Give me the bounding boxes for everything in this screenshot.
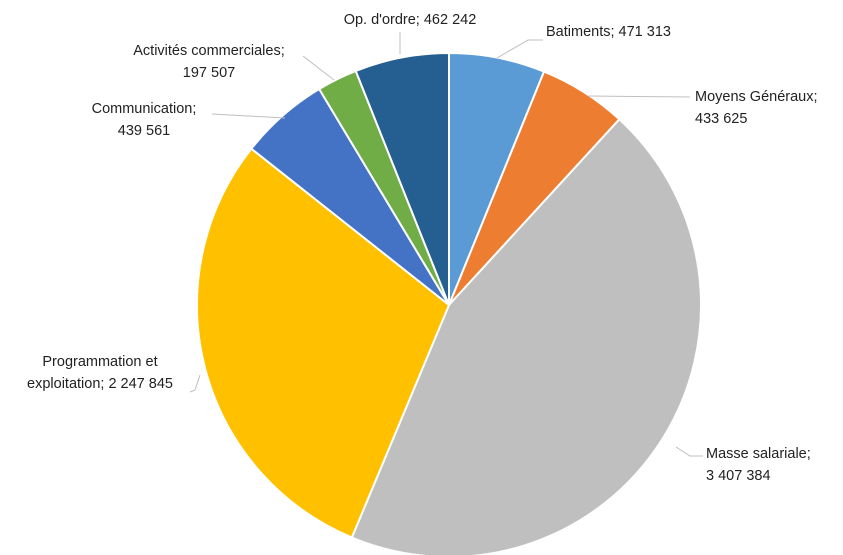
leader-line-programmation-et-exploitation <box>190 375 200 392</box>
slice-label-line: Moyens Généraux; <box>695 89 818 105</box>
slice-label-line: Masse salariale; <box>706 446 811 462</box>
leader-line-communication <box>212 114 285 118</box>
slice-label-moyens-generaux: Moyens Généraux; 433 625 <box>695 89 818 127</box>
leader-line-batiments <box>497 40 543 58</box>
slice-label-communication: Communication; 439 561 <box>92 101 197 139</box>
slice-label-line: 433 625 <box>695 111 747 127</box>
slice-label-batiments: Batiments; 471 313 <box>546 24 671 40</box>
slice-label-line: 3 407 384 <box>706 468 771 484</box>
slice-label-line: Activités commerciales; <box>133 43 284 59</box>
pie-slices <box>197 53 701 555</box>
slice-label-activites-commerciales: Activités commerciales; 197 507 <box>133 43 284 81</box>
slice-label-line: exploitation; 2 247 845 <box>27 376 173 392</box>
slice-label-line: 197 507 <box>183 65 235 81</box>
slice-label-op-d-ordre: Op. d'ordre; 462 242 <box>344 12 477 28</box>
slice-label-programmation-et-exploitation: Programmation et exploitation; 2 247 845 <box>27 354 173 392</box>
leader-line-moyens-generaux <box>588 96 690 97</box>
slice-label-line: Op. d'ordre; 462 242 <box>344 12 477 28</box>
leader-line-masse-salariale <box>676 447 703 456</box>
slice-label-masse-salariale: Masse salariale; 3 407 384 <box>706 446 811 484</box>
leader-line-activites-commerciales <box>303 56 334 80</box>
slice-label-line: 439 561 <box>118 123 170 139</box>
slice-label-line: Programmation et <box>42 354 157 370</box>
slice-label-line: Communication; <box>92 101 197 117</box>
slice-label-line: Batiments; 471 313 <box>546 24 671 40</box>
